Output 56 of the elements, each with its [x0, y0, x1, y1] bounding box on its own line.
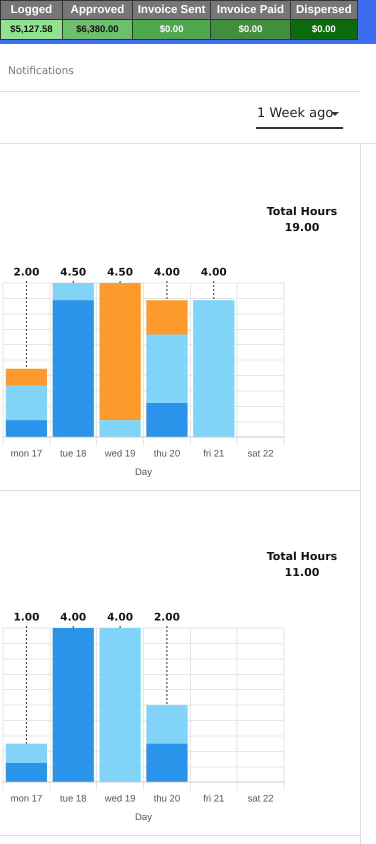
bar — [6, 762, 48, 782]
chart-title: Total Hours — [266, 549, 338, 565]
category-label: Dispersed — [290, 0, 358, 20]
bar — [52, 283, 94, 300]
chart-subtitle: 11.00 — [284, 565, 320, 581]
bar — [146, 334, 188, 403]
annotation: 4.50 — [60, 266, 86, 279]
x-tick-label: mon 17 — [10, 448, 42, 460]
x-tick-label: sat 22 — [248, 448, 274, 460]
x-tick-label: wed 19 — [104, 448, 136, 460]
text: $0.00 — [160, 24, 184, 35]
bar — [146, 300, 188, 335]
bar — [146, 744, 188, 782]
bar — [6, 368, 48, 386]
bar — [99, 420, 141, 437]
annotation: 2.00 — [13, 266, 40, 279]
x-tick-label: thu 20 — [154, 794, 180, 805]
text: Notifications — [8, 65, 74, 77]
bar — [6, 386, 48, 420]
annotation: 4.00 — [200, 266, 227, 279]
text: $0.00 — [312, 24, 336, 35]
category-label: Logged — [0, 0, 62, 20]
annotation: 4.00 — [107, 612, 134, 624]
x-tick-label: mon 17 — [10, 794, 42, 805]
annotation: 4.00 — [60, 612, 86, 624]
x-tick-label: thu 20 — [154, 448, 180, 460]
x-axis-title: Day — [135, 466, 152, 478]
chart-subtitle: 19.00 — [284, 220, 320, 236]
annotation: 1.00 — [13, 612, 40, 624]
bar — [146, 705, 188, 744]
category-label: Invoice Paid — [210, 0, 290, 20]
category-label: Invoice Sent — [132, 0, 211, 20]
text: $6,380.00 — [76, 24, 119, 35]
bar — [193, 300, 234, 437]
x-tick-label: tue 18 — [60, 794, 86, 805]
bar — [52, 300, 94, 437]
text: 1 Week ago — [257, 106, 334, 121]
x-axis-title: Day — [135, 812, 152, 823]
bar — [99, 283, 141, 420]
chart-title: Total Hours — [266, 204, 338, 220]
annotation: 4.00 — [154, 266, 180, 279]
category-label: Approved — [62, 0, 132, 20]
x-tick-label: fri 21 — [203, 448, 224, 460]
x-tick-label: wed 19 — [104, 794, 136, 805]
annotation: 2.00 — [154, 612, 180, 624]
text: $0.00 — [238, 24, 262, 35]
bar — [6, 744, 48, 763]
bar — [52, 628, 94, 782]
bar — [99, 628, 141, 782]
x-tick-label: sat 22 — [248, 794, 274, 805]
x-tick-label: fri 21 — [203, 794, 224, 805]
x-tick-label: tue 18 — [60, 448, 86, 460]
text: $5,127.58 — [10, 24, 53, 35]
annotation: 4.50 — [107, 266, 134, 279]
bar — [146, 402, 188, 437]
bar — [6, 420, 48, 437]
